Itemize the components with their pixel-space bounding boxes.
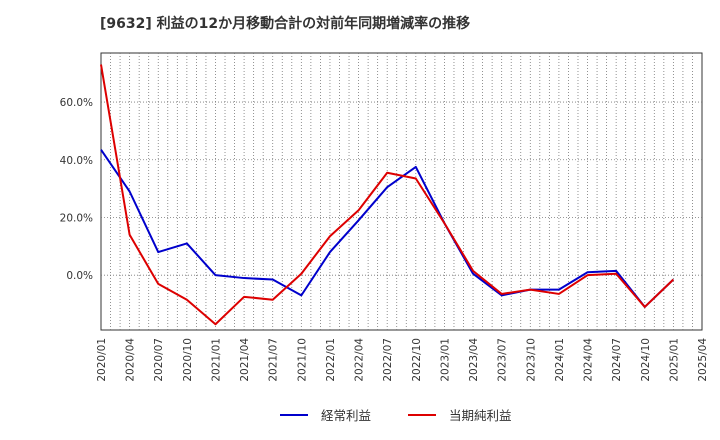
legend-layer: 経常利益 当期純利益 xyxy=(280,408,512,423)
x-tick-label: 2020/04 xyxy=(125,338,137,382)
x-tick-label: 2021/01 xyxy=(210,338,222,382)
x-tick-label: 2020/10 xyxy=(182,338,194,382)
axis-layer: 0.0% 20.0% 40.0% 60.0% 2020/01 2020/04 2020/07… xyxy=(60,97,709,382)
x-tick-label: 2024/04 xyxy=(583,338,595,382)
plot-area xyxy=(100,52,703,331)
y-tick-label: 40.0% xyxy=(60,155,93,167)
y-tick-label: 60.0% xyxy=(60,97,93,109)
x-tick-label: 2023/07 xyxy=(497,338,509,382)
series-line-1 xyxy=(100,149,675,308)
x-tick-label: 2023/01 xyxy=(439,338,451,382)
legend-label-1: 経常利益 xyxy=(321,408,371,423)
x-tick-label: 2022/10 xyxy=(411,338,423,382)
x-tick-label: 2022/01 xyxy=(325,338,337,382)
x-tick-label: 2022/07 xyxy=(382,338,394,382)
series-line-2 xyxy=(100,64,675,326)
x-tick-label: 2024/07 xyxy=(611,338,623,382)
x-tick-label: 2021/04 xyxy=(239,338,251,382)
x-tick-label: 2021/07 xyxy=(268,338,280,382)
grid-layer xyxy=(100,52,703,331)
y-tick-label: 20.0% xyxy=(60,212,93,224)
x-tick-label: 2021/10 xyxy=(296,338,308,382)
x-tick-label: 2025/04 xyxy=(697,338,709,382)
x-tick-label: 2022/04 xyxy=(354,338,366,382)
x-tick-label: 2023/10 xyxy=(525,338,537,382)
legend-label-2: 当期純利益 xyxy=(449,408,512,423)
x-tick-label: 2024/10 xyxy=(640,338,652,382)
x-tick-label: 2023/04 xyxy=(468,338,480,382)
y-tick-label: 0.0% xyxy=(66,270,93,282)
x-tick-label: 2025/01 xyxy=(668,338,680,382)
x-tick-label: 2020/07 xyxy=(153,338,165,382)
series-layer xyxy=(100,64,675,326)
chart-title: [9632] 利益の12か月移動合計の対前年同期増減率の推移 xyxy=(100,16,471,32)
x-tick-label: 2024/01 xyxy=(554,338,566,382)
x-tick-label: 2020/01 xyxy=(96,338,108,382)
